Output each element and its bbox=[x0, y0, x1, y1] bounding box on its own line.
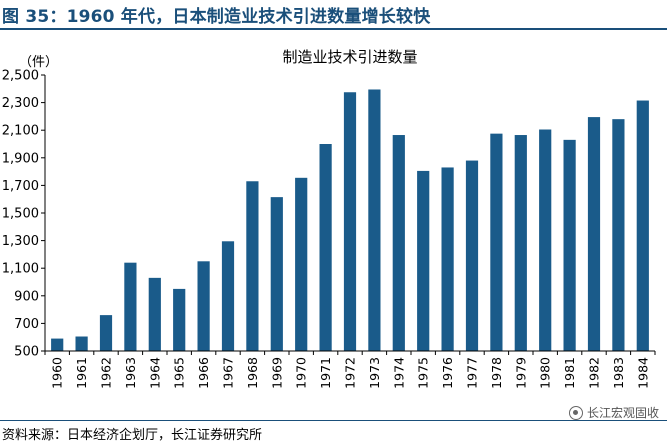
bar-1965 bbox=[173, 288, 186, 351]
x-tick-label: 1976 bbox=[440, 357, 455, 389]
bar-1974 bbox=[392, 135, 405, 351]
bar-1960 bbox=[51, 338, 64, 351]
x-tick-label: 1960 bbox=[50, 357, 65, 389]
bar-1970 bbox=[295, 177, 308, 351]
x-tick-label: 1968 bbox=[245, 357, 260, 389]
watermark-text: 长江宏观固收 bbox=[586, 406, 659, 420]
bar-1979 bbox=[514, 135, 527, 351]
bar-chart: 制造业技术引进数量 （件） 500 700 900 1,100 1,300 1,500 1,… bbox=[2, 48, 656, 389]
bar-1977 bbox=[465, 160, 479, 351]
y-tick-label: 2,100 bbox=[2, 124, 39, 139]
bar-1966 bbox=[197, 261, 210, 351]
x-tick-label: 1977 bbox=[465, 357, 480, 389]
x-tick-label: 1969 bbox=[269, 357, 284, 389]
bar-1982 bbox=[587, 117, 601, 351]
wechat-icon bbox=[568, 405, 583, 420]
bar-1975 bbox=[417, 170, 430, 351]
figure-header: 图 35：1960 年代，日本制造业技术引进数量增长较快 bbox=[0, 0, 667, 28]
y-tick-label: 1,700 bbox=[2, 179, 39, 194]
bar-1976 bbox=[441, 167, 454, 351]
bar-1971 bbox=[319, 144, 332, 351]
bar-1963 bbox=[124, 262, 137, 351]
y-tick-label: 500 bbox=[14, 345, 39, 360]
bar-1972 bbox=[343, 92, 357, 351]
x-tick-label: 1972 bbox=[343, 357, 358, 389]
figure-title: 图 35：1960 年代，日本制造业技术引进数量增长较快 bbox=[2, 7, 431, 27]
bar-1980 bbox=[539, 129, 552, 351]
x-tick-label: 1982 bbox=[587, 357, 602, 389]
x-tick-label: 1964 bbox=[147, 357, 162, 389]
bar-1983 bbox=[612, 119, 625, 351]
footer-divider bbox=[0, 420, 667, 421]
y-tick-label: 1,500 bbox=[2, 207, 39, 222]
bar-1981 bbox=[563, 139, 576, 351]
y-tick-label: 1,100 bbox=[2, 262, 39, 277]
x-tick-label: 1979 bbox=[513, 357, 528, 389]
bar-1962 bbox=[99, 315, 113, 351]
title-divider bbox=[0, 28, 667, 30]
source-note: 资料来源：日本经济企划厅，长江证券研究所 bbox=[2, 428, 263, 443]
bar-1968 bbox=[246, 181, 259, 351]
x-tick-label: 1967 bbox=[221, 357, 236, 389]
x-tick-label: 1962 bbox=[99, 357, 114, 389]
y-tick-label: 2,300 bbox=[2, 96, 39, 111]
bar-1969 bbox=[270, 197, 283, 351]
x-tick-label: 1963 bbox=[123, 357, 138, 389]
y-tick-label: 700 bbox=[14, 317, 39, 332]
bar-1964 bbox=[148, 277, 161, 351]
bar-1973 bbox=[368, 89, 381, 352]
y-tick-label: 900 bbox=[14, 289, 39, 304]
y-tick-label: 2,500 bbox=[2, 69, 39, 84]
x-tick-label: 1981 bbox=[562, 357, 577, 389]
x-tick-label: 1983 bbox=[611, 357, 626, 389]
chart-title: 制造业技术引进数量 bbox=[282, 48, 417, 66]
x-tick-label: 1973 bbox=[367, 357, 382, 389]
x-tick-label: 1970 bbox=[294, 357, 309, 389]
x-tick-label: 1966 bbox=[196, 357, 211, 389]
y-axis: 500 700 900 1,100 1,300 1,500 1,700 1,900 2,100 2… bbox=[2, 69, 46, 360]
x-tick-label: 1984 bbox=[635, 357, 650, 389]
y-axis-unit-label: （件） bbox=[19, 55, 58, 70]
x-tick-label: 1978 bbox=[489, 357, 504, 389]
x-tick-label: 1965 bbox=[172, 357, 187, 389]
bar-series bbox=[51, 89, 649, 352]
y-tick-label: 1,300 bbox=[2, 234, 39, 249]
x-tick-label: 1975 bbox=[416, 357, 431, 389]
x-axis: 1960 1961 1962 1963 1964 1965 1966 1967 1968 1969… bbox=[44, 350, 656, 389]
bar-1961 bbox=[75, 336, 88, 351]
bar-1967 bbox=[221, 241, 235, 351]
bar-1978 bbox=[490, 133, 503, 351]
x-tick-label: 1961 bbox=[74, 357, 89, 389]
bar-1984 bbox=[636, 100, 649, 351]
x-tick-label: 1974 bbox=[391, 357, 406, 389]
x-tick-label: 1971 bbox=[318, 357, 333, 389]
watermark: 长江宏观固收 bbox=[568, 404, 659, 421]
y-tick-label: 1,900 bbox=[2, 151, 39, 166]
x-tick-label: 1980 bbox=[538, 357, 553, 389]
